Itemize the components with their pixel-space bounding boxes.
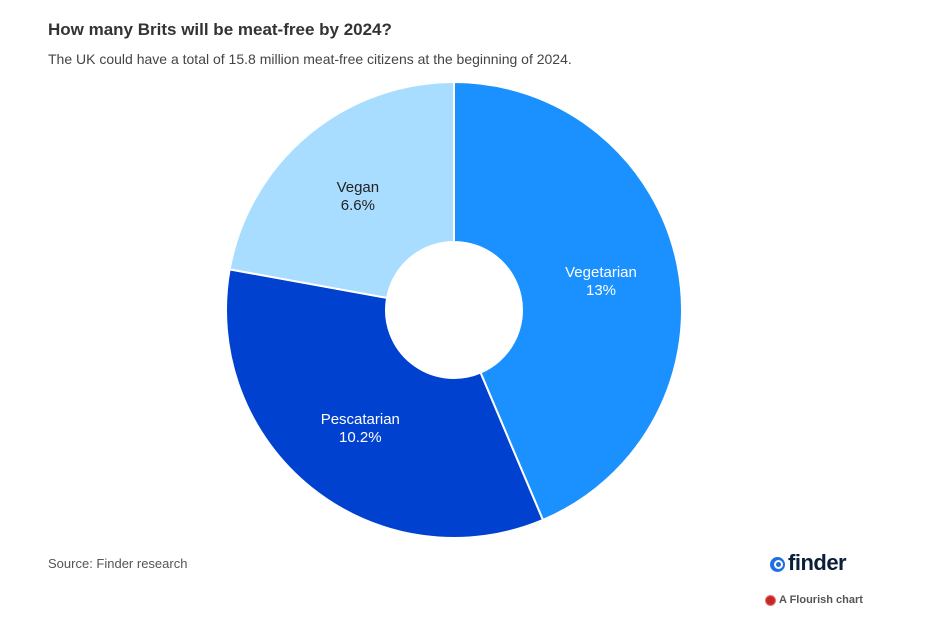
chart-title: How many Brits will be meat-free by 2024… — [48, 20, 392, 39]
slice-vegetarian[interactable] — [453, 80, 683, 522]
slice-label-vegan: Vegan — [337, 179, 380, 196]
slice-value-vegetarian: 13% — [586, 282, 616, 299]
slice-pescatarian[interactable] — [225, 268, 545, 539]
flourish-credit[interactable]: A Flourish chart — [766, 594, 863, 606]
slice-vegan[interactable] — [228, 80, 455, 300]
finder-logo[interactable]: finder — [770, 549, 847, 577]
slice-value-pescatarian: 10.2% — [339, 429, 382, 446]
slice-label-vegetarian: Vegetarian — [565, 264, 637, 281]
finder-logo-icon — [770, 556, 785, 572]
flourish-credit-text: A Flourish chart — [779, 594, 863, 606]
chart-subtitle: The UK could have a total of 15.8 millio… — [48, 51, 572, 67]
flourish-icon — [766, 595, 775, 605]
source-note: Source: Finder research — [48, 556, 188, 571]
slice-value-vegan: 6.6% — [341, 197, 375, 214]
finder-logo-text: finder — [788, 550, 847, 575]
slice-label-pescatarian: Pescatarian — [321, 411, 400, 428]
donut-slices — [225, 80, 683, 539]
